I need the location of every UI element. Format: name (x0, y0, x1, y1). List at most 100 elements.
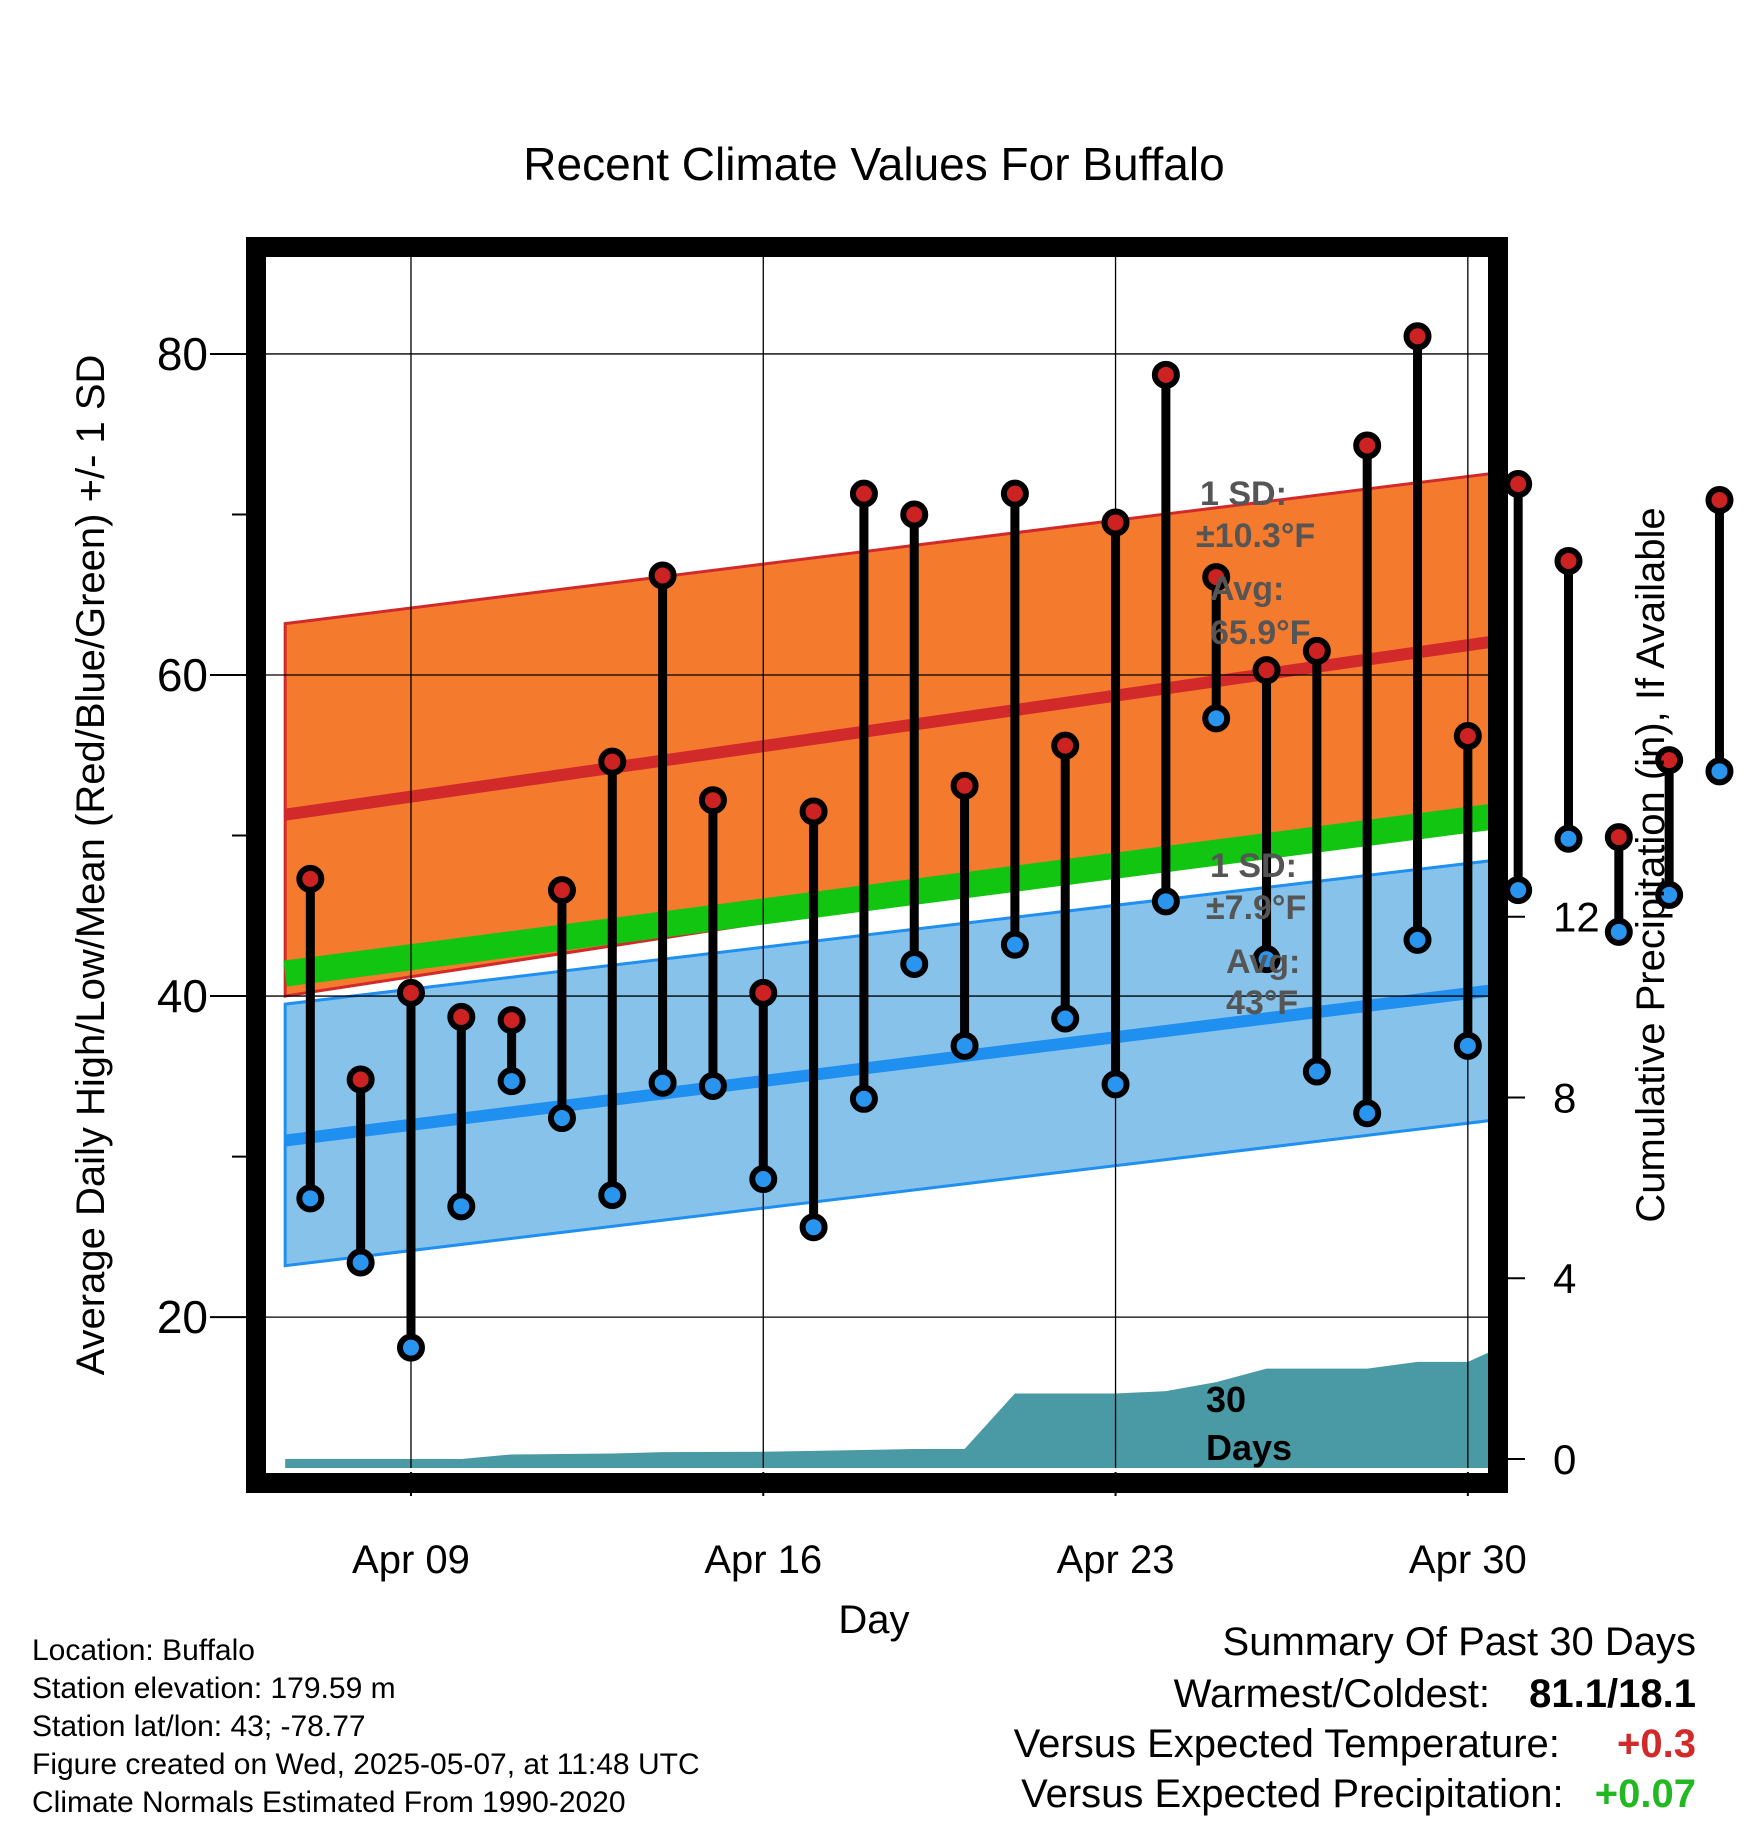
low-marker-15 (1000, 930, 1029, 959)
days-label: Days (1206, 1427, 1292, 1468)
y2-tick-label-3: 12 (1553, 894, 1600, 941)
y2-tick-label-0: 0 (1553, 1436, 1576, 1483)
low-marker-4 (447, 1192, 476, 1221)
high-marker-19 (1202, 563, 1231, 592)
high-marker-21 (1302, 636, 1331, 665)
low-normal-line (284, 984, 1493, 1147)
warm-cold-value: 81.1/18.1 (1529, 1672, 1696, 1716)
high-marker-13 (900, 500, 929, 529)
summary-temp: Versus Expected Temperature: +0.3 (1014, 1722, 1696, 1767)
high-marker-5 (497, 1006, 526, 1035)
low-marker-28 (1655, 880, 1684, 909)
y-tick-label-3: 80 (157, 328, 208, 380)
temp-value: +0.3 (1617, 1722, 1696, 1766)
footer-location: Location: Buffalo (32, 1634, 255, 1667)
low-marker-6 (547, 1104, 576, 1133)
high-marker-10 (749, 978, 778, 1007)
annotations: 1 SD: ±10.3°F Avg: 65.9°F 1 SD: ±7.9°F A… (1196, 475, 1315, 1468)
low-marker-2 (346, 1248, 375, 1277)
low-marker-14 (950, 1031, 979, 1060)
high-marker-25 (1504, 469, 1533, 498)
low-marker-21 (1302, 1057, 1331, 1086)
low-marker-18 (1151, 887, 1180, 916)
high-marker-2 (346, 1065, 375, 1094)
warm-cold-label: Warmest/Coldest: (1173, 1672, 1491, 1716)
y2-tick-label-2: 8 (1553, 1074, 1576, 1121)
high-sd-value: ±10.3°F (1196, 517, 1315, 555)
high-marker-17 (1101, 508, 1130, 537)
low-marker-17 (1101, 1070, 1130, 1099)
high-marker-3 (396, 978, 425, 1007)
low-marker-24 (1453, 1031, 1482, 1060)
high-marker-11 (799, 797, 828, 826)
low-marker-25 (1504, 876, 1533, 905)
low-marker-27 (1604, 917, 1633, 946)
low-sd-label: 1 SD: (1210, 847, 1297, 885)
footer-created: Figure created on Wed, 2025-05-07, at 11… (32, 1748, 700, 1781)
y-tick-label-0: 20 (157, 1291, 208, 1343)
low-avg-label: Avg: (1226, 943, 1300, 981)
high-sd-band (283, 471, 1493, 998)
plot-frame (246, 237, 1508, 1493)
high-marker-24 (1453, 722, 1482, 750)
low-marker-5 (497, 1067, 526, 1096)
summary-warm-cold: Warmest/Coldest: 81.1/18.1 (1174, 1672, 1696, 1717)
x-axis-label: Day (838, 1598, 909, 1642)
high-sd-label: 1 SD: (1200, 475, 1287, 513)
precip-label: Versus Expected Precipitation: (1021, 1772, 1564, 1816)
footer-info: Location: Buffalo Station elevation: 179… (32, 1632, 700, 1822)
high-avg-value: 65.9°F (1210, 614, 1311, 652)
x-tick-label-1: Apr 16 (704, 1538, 822, 1582)
low-marker-20 (1252, 945, 1281, 974)
high-marker-22 (1353, 431, 1382, 460)
mean-normal-line (283, 803, 1493, 987)
high-marker-16 (1051, 731, 1080, 760)
temp-label: Versus Expected Temperature: (1013, 1722, 1560, 1766)
x-tick-label-0: Apr 09 (352, 1538, 470, 1582)
high-marker-8 (648, 561, 677, 590)
days-count: 30 (1206, 1379, 1246, 1420)
low-marker-16 (1051, 1004, 1080, 1033)
high-marker-4 (447, 1002, 476, 1031)
low-marker-26 (1554, 824, 1583, 853)
chart-title: Recent Climate Values For Buffalo (523, 138, 1224, 190)
summary-precip: Versus Expected Precipitation: +0.07 (1021, 1772, 1696, 1817)
plot-area (260, 248, 1493, 1468)
high-marker-28 (1655, 746, 1684, 775)
low-sd-value: ±7.9°F (1206, 889, 1306, 927)
high-marker-29 (1705, 486, 1734, 515)
low-marker-3 (396, 1333, 425, 1362)
low-avg-value: 43°F (1226, 984, 1298, 1022)
high-marker-12 (849, 479, 878, 508)
footer-normals: Climate Normals Estimated From 1990-2020 (32, 1786, 626, 1819)
high-marker-1 (296, 864, 325, 893)
y-tick-label-2: 60 (157, 649, 208, 701)
footer-elevation: Station elevation: 179.59 m (32, 1672, 396, 1705)
low-marker-29 (1705, 757, 1734, 786)
high-marker-23 (1403, 322, 1432, 351)
low-marker-9 (698, 1071, 727, 1100)
high-marker-18 (1151, 360, 1180, 389)
x-tick-label-2: Apr 23 (1057, 1538, 1175, 1582)
low-marker-10 (749, 1165, 778, 1194)
low-marker-1 (296, 1184, 325, 1213)
x-tick-label-3: Apr 30 (1409, 1538, 1527, 1582)
low-marker-12 (849, 1084, 878, 1113)
low-marker-22 (1353, 1099, 1382, 1128)
low-marker-19 (1202, 704, 1231, 733)
y2-tick-label-1: 4 (1553, 1255, 1576, 1302)
high-avg-label: Avg: (1210, 570, 1284, 608)
footer-latlon: Station lat/lon: 43; -78.77 (32, 1710, 366, 1743)
low-marker-7 (598, 1181, 627, 1210)
low-marker-13 (900, 949, 929, 978)
high-marker-9 (698, 786, 727, 815)
data-marks (296, 322, 1734, 1362)
y2-axis-label: Cumulative Precipitation (in), If Availa… (1629, 507, 1673, 1222)
high-marker-15 (1000, 479, 1029, 508)
high-marker-6 (547, 876, 576, 905)
high-marker-20 (1252, 656, 1281, 685)
low-marker-11 (799, 1213, 828, 1242)
y-tick-label-1: 40 (157, 970, 208, 1022)
